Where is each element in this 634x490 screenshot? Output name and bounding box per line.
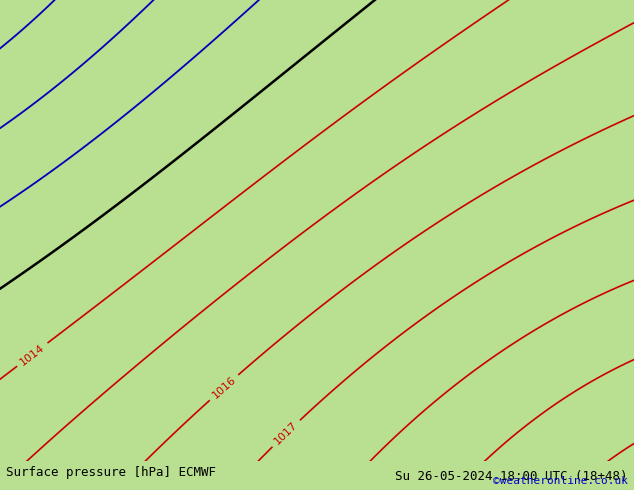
Text: Su 26-05-2024 18:00 UTC (18+48): Su 26-05-2024 18:00 UTC (18+48): [395, 470, 628, 483]
Text: 1014: 1014: [18, 342, 46, 367]
Text: ©weatheronline.co.uk: ©weatheronline.co.uk: [493, 476, 628, 486]
Text: 1016: 1016: [210, 374, 238, 400]
Text: 1017: 1017: [273, 420, 300, 447]
Text: 1018: 1018: [342, 462, 369, 490]
Text: Surface pressure [hPa] ECMWF: Surface pressure [hPa] ECMWF: [6, 466, 216, 479]
